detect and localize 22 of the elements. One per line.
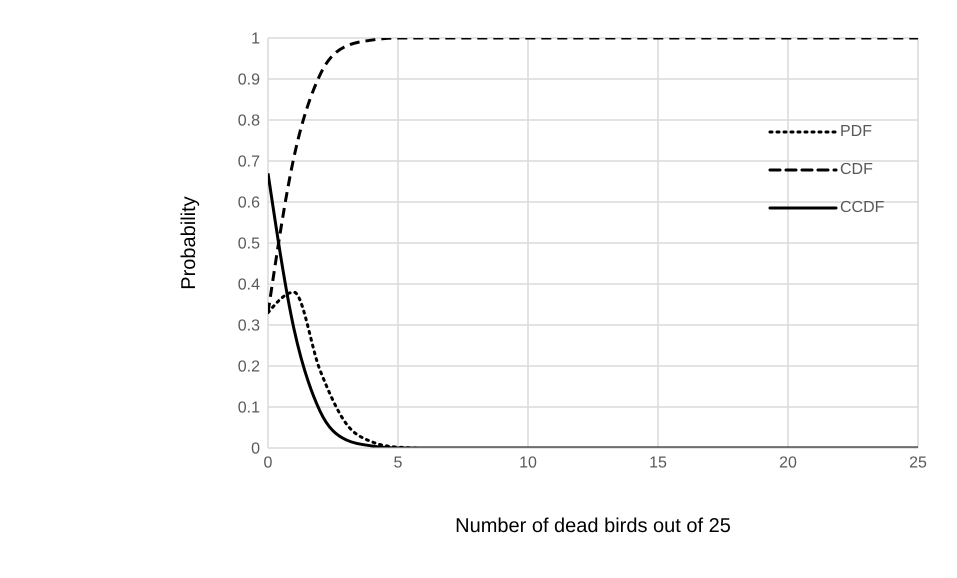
legend-label: PDF	[840, 123, 872, 141]
legend-label: CDF	[840, 161, 873, 179]
y-tick-label: 0.5	[238, 236, 260, 253]
y-tick-label: 0.2	[238, 358, 260, 376]
x-tick-label: 5	[394, 454, 403, 472]
y-tick-label: 0.7	[238, 154, 260, 171]
y-tick-label: 0.1	[238, 400, 260, 417]
y-tick-label: 0.6	[238, 194, 260, 212]
y-tick-label: 0.3	[238, 318, 260, 335]
x-tick-label: 25	[909, 454, 927, 472]
x-tick-label: 0	[264, 454, 273, 472]
y-tick-label: 0.4	[238, 276, 260, 294]
x-tick-label: 10	[519, 454, 537, 472]
y-tick-label: 0.9	[238, 72, 260, 89]
x-tick-label: 15	[649, 454, 667, 472]
legend-label: CCDF	[840, 199, 884, 217]
y-tick-label: 1	[251, 30, 260, 48]
x-tick-label: 20	[779, 454, 797, 472]
y-axis-title: Probability	[178, 196, 200, 290]
y-tick-label: 0	[251, 440, 260, 458]
y-tick-label: 0.8	[238, 112, 260, 130]
x-axis-title: Number of dead birds out of 25	[455, 515, 731, 538]
